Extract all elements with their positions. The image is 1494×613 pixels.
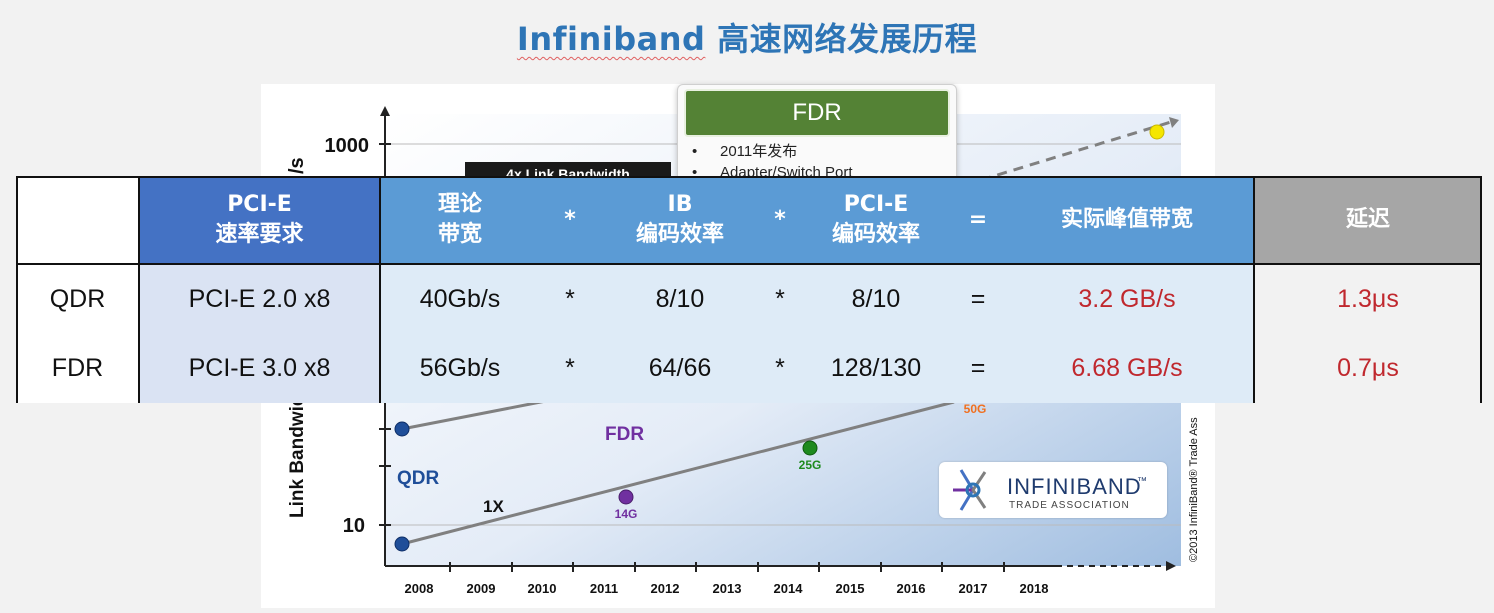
x-tick-label: 2009	[467, 581, 496, 596]
row-eq: =	[970, 354, 986, 382]
x-tick-label: 2012	[651, 581, 680, 596]
header-op2: *	[774, 207, 786, 232]
fdr-label: FDR	[605, 424, 644, 445]
x-tick-label: 2018	[1020, 581, 1049, 596]
header-formula-cell	[380, 176, 1254, 264]
copyright: ©2013 InfiniBand® Trade Ass	[1188, 417, 1200, 562]
header-text: 速率要求	[215, 222, 304, 247]
header-latency-cell	[1254, 176, 1482, 264]
one-x-label: 1X	[483, 497, 504, 516]
body-formula-col	[380, 264, 1254, 403]
header-text: 编码效率	[635, 222, 724, 247]
header-latency: 延迟	[1345, 207, 1390, 232]
y-tick-label: 1000	[325, 135, 370, 157]
row-eq: =	[970, 284, 986, 313]
logo-name: INFINIBAND	[1007, 474, 1142, 499]
header-text: IB	[667, 192, 693, 217]
header-text: 编码效率	[831, 222, 920, 247]
row-peak: 3.2 GB/s	[1078, 284, 1176, 313]
row-op2: *	[775, 284, 785, 313]
row-latency: 0.7μs	[1337, 354, 1399, 382]
logo-svg: INFINIBAND ™ TRADE ASSOCIATION	[953, 469, 1147, 511]
g14-point	[618, 489, 634, 505]
callout-item: 2011年发布	[692, 141, 853, 162]
header-pcie-enc: PCI-E 编码效率	[796, 176, 956, 264]
trend-arrow	[1169, 117, 1179, 128]
logo-tm: ™	[1137, 476, 1147, 487]
g14-label: 14G	[615, 507, 638, 521]
row-latency: 1.3μs	[1337, 284, 1399, 313]
qdr-1x-point	[394, 536, 410, 552]
y-tick-label: 10	[343, 515, 365, 537]
g25-label: 25G	[799, 458, 822, 472]
callout-title: FDR	[684, 89, 950, 137]
comparison-table: PCI-E 速率要求 理论 带宽 * IB 编码效率 * PCI-E 编码效率 …	[16, 176, 1482, 403]
x-tick-labels: 2008 2009 2010 2011 2012 2013 2014 2015 …	[405, 581, 1049, 596]
header-theory: 理论 带宽	[380, 176, 540, 264]
row-pcie: PCI-E 2.0 x8	[188, 284, 331, 313]
x-tick-label: 2010	[528, 581, 557, 596]
row-ib-enc: 8/10	[655, 284, 705, 313]
g25-point	[802, 440, 818, 456]
x-axis-arrow	[1166, 561, 1176, 571]
header-text: PCI-E	[843, 192, 909, 217]
title-rest: 高速网络发展历程	[705, 20, 978, 58]
trend-line-4x	[401, 398, 552, 431]
y-unit-fragment: /s	[286, 157, 308, 174]
x-tick-label: 2011	[590, 581, 618, 596]
body-pcie-col	[139, 264, 380, 403]
page-title: Infiniband 高速网络发展历程	[0, 14, 1494, 60]
table-grid	[16, 176, 1482, 403]
header-peak: 实际峰值带宽	[1060, 207, 1193, 232]
logo-sub: TRADE ASSOCIATION	[1009, 500, 1130, 511]
title-word: Infiniband	[516, 20, 706, 58]
header-pcie-req: PCI-E 速率要求	[139, 176, 380, 264]
row-ib-enc: 64/66	[648, 354, 712, 382]
logo-mark-icon	[953, 469, 987, 511]
header-empty-cell	[16, 176, 139, 264]
x-tick-label: 2015	[836, 581, 865, 596]
header-text: 理论	[437, 192, 482, 217]
row-name: FDR	[51, 354, 104, 382]
row-theory: 56Gb/s	[419, 354, 501, 382]
row-theory: 40Gb/s	[419, 284, 501, 313]
qdr-label: QDR	[397, 468, 440, 489]
x-tick-label: 2014	[774, 581, 804, 596]
row-op2: *	[775, 354, 785, 382]
y-axis-label: Link Bandwidth	[287, 377, 308, 518]
header-text: 带宽	[437, 222, 482, 247]
row-op1: *	[565, 284, 575, 313]
header-text: PCI-E	[227, 192, 292, 217]
row-peak: 6.68 GB/s	[1071, 354, 1183, 382]
header-eq: =	[968, 207, 988, 232]
row-name: QDR	[49, 284, 106, 313]
header-op1: *	[564, 207, 576, 232]
row-pcie-enc: 8/10	[851, 284, 901, 313]
trend-line-1x	[401, 400, 955, 546]
x-tick-label: 2016	[897, 581, 926, 596]
x-tick-label: 2017	[959, 581, 988, 596]
row-pcie-enc: 128/130	[830, 354, 922, 382]
header-pcie-cell	[139, 176, 380, 264]
row-pcie: PCI-E 3.0 x8	[188, 354, 331, 382]
body-latency-col	[1254, 264, 1482, 403]
body-name-col	[16, 264, 139, 403]
infiniband-logo: INFINIBAND ™ TRADE ASSOCIATION	[939, 462, 1167, 518]
header-ib-enc: IB 编码效率	[600, 176, 760, 264]
future-point	[1149, 124, 1165, 140]
row-op1: *	[565, 354, 575, 382]
g50-label: 50G	[964, 402, 987, 416]
qdr-4x-point	[394, 421, 410, 437]
x-tick-label: 2008	[405, 581, 434, 596]
y-axis-arrow	[380, 106, 390, 116]
x-ticks	[449, 562, 1005, 572]
x-tick-label: 2013	[713, 581, 742, 596]
